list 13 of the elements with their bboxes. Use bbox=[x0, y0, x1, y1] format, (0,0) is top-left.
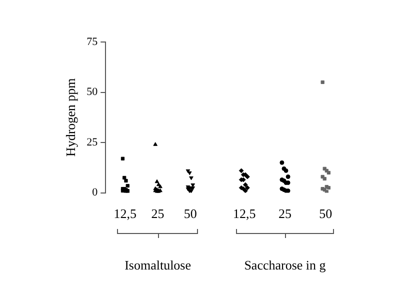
x-tick-label: 50 bbox=[319, 206, 332, 222]
x-tick-label: 50 bbox=[184, 206, 197, 222]
x-tick-label: 12,5 bbox=[114, 206, 137, 222]
y-tick-label: 50 bbox=[86, 86, 98, 98]
y-axis-title: Hydrogen ppm bbox=[63, 78, 78, 157]
x-tick-label: 25 bbox=[151, 206, 164, 222]
x-axis-title: Isomaltulose bbox=[124, 258, 192, 273]
y-tick-label: 0 bbox=[92, 186, 98, 199]
x-tick-label: 25 bbox=[278, 206, 292, 222]
x-axis-title: Saccharose in g bbox=[244, 258, 326, 273]
y-tick-label: 25 bbox=[86, 136, 98, 148]
y-tick-label: 75 bbox=[86, 36, 98, 48]
x-tick-label: 12,5 bbox=[233, 206, 256, 222]
